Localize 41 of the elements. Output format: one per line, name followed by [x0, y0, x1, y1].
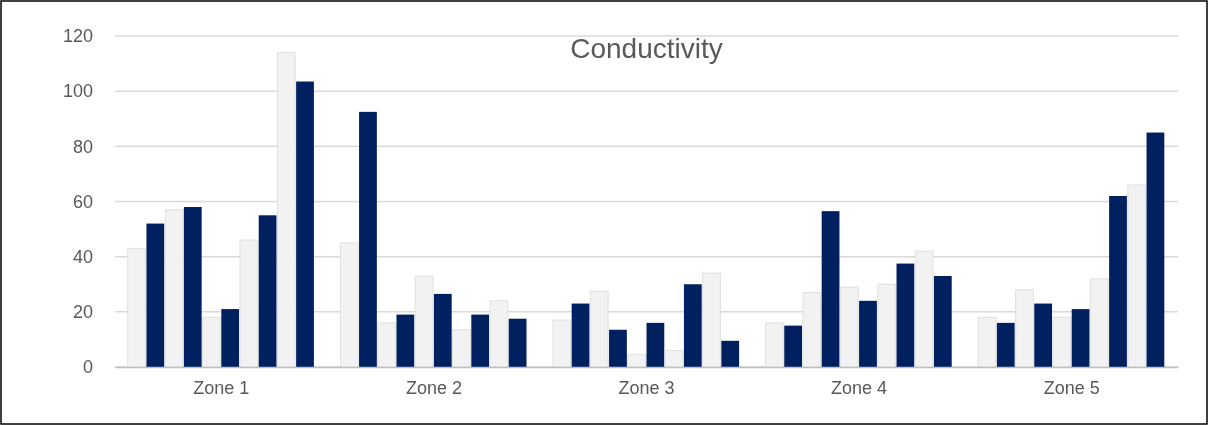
- bar: [202, 316, 221, 368]
- y-tick-label: 80: [72, 136, 93, 157]
- bar: [146, 223, 165, 367]
- y-tick-label: 20: [72, 302, 93, 323]
- bar: [508, 318, 527, 367]
- bar: [396, 314, 415, 367]
- bar: [609, 329, 627, 367]
- y-tick-label: 100: [62, 81, 93, 102]
- bar: [221, 309, 240, 367]
- y-tick-label: 120: [62, 26, 93, 47]
- bar: [359, 111, 377, 367]
- bar: [1071, 309, 1090, 367]
- bar: [721, 340, 740, 367]
- bar: [1146, 132, 1165, 367]
- y-tick-label: 40: [72, 246, 93, 267]
- bar: [683, 284, 702, 367]
- bar: [996, 322, 1015, 367]
- bar: [821, 211, 840, 367]
- bar: [183, 207, 202, 367]
- x-tick-label: Zone 4: [831, 377, 888, 398]
- y-tick-label: 60: [72, 191, 93, 212]
- bar: [646, 322, 665, 367]
- x-tick-label: Zone 5: [1043, 377, 1100, 398]
- x-tick-label: Zone 3: [618, 377, 675, 398]
- bar: [784, 325, 803, 367]
- bar: [433, 293, 452, 367]
- chart-title: Conductivity: [570, 33, 723, 64]
- bar: [377, 322, 397, 368]
- y-tick-label: 0: [82, 357, 93, 378]
- x-tick-label: Zone 2: [405, 377, 462, 398]
- bar: [1109, 195, 1127, 367]
- bar: [452, 329, 471, 368]
- bar: [471, 314, 490, 367]
- bar: [859, 300, 877, 367]
- x-tick-label: Zone 1: [193, 377, 250, 398]
- bar: [258, 215, 277, 367]
- bar: [571, 303, 590, 367]
- bar: [933, 275, 952, 367]
- bar: [896, 263, 915, 367]
- bar: [1034, 303, 1053, 367]
- bar: [296, 81, 314, 367]
